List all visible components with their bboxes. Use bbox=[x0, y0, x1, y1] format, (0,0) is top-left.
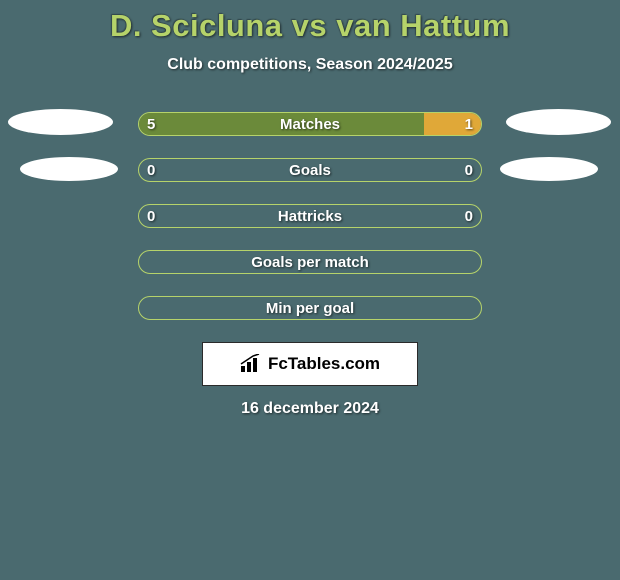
source-logo: FcTables.com bbox=[202, 342, 418, 386]
stat-label: Goals per match bbox=[139, 251, 481, 273]
value-right: 1 bbox=[465, 113, 473, 135]
bars-area: 5 Matches 1 0 Goals 0 0 Hattricks bbox=[0, 112, 620, 320]
player-right-ellipse bbox=[506, 109, 611, 135]
player-left-ellipse bbox=[8, 109, 113, 135]
value-right: 0 bbox=[465, 159, 473, 181]
stat-row-min-per-goal: Min per goal bbox=[0, 296, 620, 320]
bar-track: Min per goal bbox=[138, 296, 482, 320]
logo-text: FcTables.com bbox=[268, 354, 380, 374]
stat-label: Min per goal bbox=[139, 297, 481, 319]
page-title: D. Scicluna vs van Hattum bbox=[0, 8, 620, 44]
stat-row-goals: 0 Goals 0 bbox=[0, 158, 620, 182]
stat-label: Goals bbox=[139, 159, 481, 181]
stat-row-hattricks: 0 Hattricks 0 bbox=[0, 204, 620, 228]
comparison-infographic: D. Scicluna vs van Hattum Club competiti… bbox=[0, 0, 620, 580]
value-right: 0 bbox=[465, 205, 473, 227]
stat-label: Matches bbox=[139, 113, 481, 135]
player-left-ellipse bbox=[20, 157, 118, 181]
bar-track: 5 Matches 1 bbox=[138, 112, 482, 136]
chart-icon bbox=[240, 354, 262, 374]
player-right-ellipse bbox=[500, 157, 598, 181]
bar-track: Goals per match bbox=[138, 250, 482, 274]
bar-track: 0 Hattricks 0 bbox=[138, 204, 482, 228]
stat-label: Hattricks bbox=[139, 205, 481, 227]
bar-track: 0 Goals 0 bbox=[138, 158, 482, 182]
stat-row-matches: 5 Matches 1 bbox=[0, 112, 620, 136]
date-text: 16 december 2024 bbox=[0, 400, 620, 418]
stat-row-goals-per-match: Goals per match bbox=[0, 250, 620, 274]
subtitle: Club competitions, Season 2024/2025 bbox=[0, 56, 620, 74]
